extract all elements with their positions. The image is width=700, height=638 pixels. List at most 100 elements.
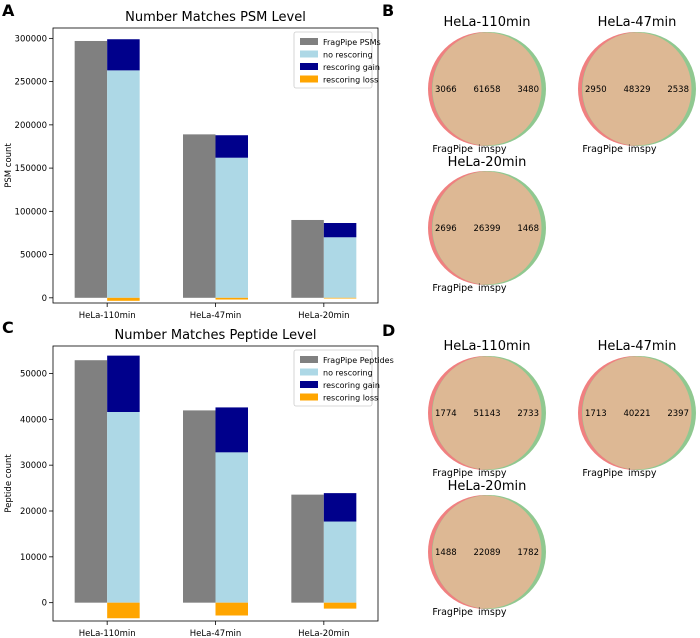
bar-rescoring-loss bbox=[107, 602, 140, 619]
x-tick-label: HeLa-20min bbox=[298, 629, 349, 638]
bar-rescoring-gain bbox=[107, 39, 140, 71]
bar-no-rescoring bbox=[107, 70, 140, 298]
chart-title: Number Matches PSM Level bbox=[125, 10, 306, 25]
venn-count-overlap: 22089 bbox=[473, 548, 500, 558]
y-tick-label: 100000 bbox=[15, 207, 47, 217]
venn-d-hela-20min: HeLa-20min 1488 22089 1782 FragPipe imspy bbox=[428, 479, 546, 618]
x-tick-label: HeLa-110min bbox=[79, 311, 136, 321]
venn-count-overlap: 48329 bbox=[623, 85, 650, 95]
peptide-chart: Number Matches Peptide Level HeLa-110min H… bbox=[4, 328, 394, 638]
venn-overlap bbox=[582, 356, 692, 470]
venn-overlap bbox=[432, 356, 542, 470]
legend-swatch bbox=[300, 356, 318, 363]
legend-swatch bbox=[300, 50, 318, 58]
venn-overlap bbox=[432, 495, 542, 609]
venn-title: HeLa-110min bbox=[443, 339, 530, 354]
legend-label: no rescoring bbox=[323, 51, 373, 60]
bar-no-rescoring bbox=[323, 237, 357, 298]
legend-label: rescoring loss bbox=[323, 76, 378, 85]
y-tick-label: 20000 bbox=[20, 507, 47, 517]
y-tick-label: 50000 bbox=[20, 251, 47, 261]
legend-swatch bbox=[300, 368, 318, 376]
legend-box bbox=[293, 349, 373, 407]
venn-label-fragpipe: FragPipe bbox=[432, 607, 473, 618]
y-axis-label: Peptide count bbox=[4, 454, 14, 513]
venn-overlap bbox=[582, 32, 692, 146]
venn-title: HeLa-47min bbox=[598, 339, 677, 354]
venn-count-overlap: 40221 bbox=[623, 409, 650, 419]
x-tick-label: HeLa-47min bbox=[190, 629, 241, 638]
plot-frame bbox=[52, 27, 379, 304]
venn-b-hela-110min: HeLa-110min 3066 61658 3480 FragPipe imspy bbox=[428, 15, 546, 155]
venn-label-imspy: imspy bbox=[478, 468, 507, 479]
bar-rescoring-gain bbox=[107, 355, 140, 412]
bar-rescoring-loss bbox=[323, 297, 357, 299]
legend-box bbox=[293, 31, 373, 89]
legend-label: no rescoring bbox=[323, 369, 373, 378]
bar-rescoring-gain bbox=[215, 407, 248, 453]
legend-label: FragPipe PSMs bbox=[323, 38, 381, 47]
bar-rescoring-gain bbox=[323, 493, 357, 522]
y-tick-label: 0 bbox=[42, 599, 47, 609]
x-tick-label: HeLa-110min bbox=[79, 629, 136, 638]
venn-d-hela-47min: HeLa-47min 1713 40221 2397 FragPipe imspy bbox=[578, 339, 696, 479]
panel-letter-a: A bbox=[2, 1, 15, 20]
venn-overlap bbox=[432, 171, 542, 285]
venn-title: HeLa-110min bbox=[443, 15, 530, 30]
bar-no-rescoring bbox=[323, 521, 357, 603]
panel-letter-c: C bbox=[2, 318, 14, 337]
venn-count-overlap: 26399 bbox=[473, 224, 500, 234]
venn-count-fragpipe-only: 3066 bbox=[435, 85, 457, 95]
x-tick-label: HeLa-20min bbox=[298, 311, 349, 321]
legend-swatch bbox=[300, 75, 318, 83]
y-tick-label: 50000 bbox=[20, 370, 47, 380]
venn-count-fragpipe-only: 1488 bbox=[435, 548, 457, 558]
venn-count-fragpipe-only: 2950 bbox=[585, 85, 607, 95]
bar-no-rescoring bbox=[107, 412, 140, 603]
venn-count-imspy-only: 2538 bbox=[667, 85, 689, 95]
bar-rescoring-loss bbox=[323, 602, 357, 609]
bar-fragpipe bbox=[74, 360, 108, 603]
venn-title: HeLa-20min bbox=[448, 479, 527, 494]
plot-frame bbox=[52, 345, 379, 622]
bar-rescoring-loss bbox=[215, 602, 248, 616]
legend-label: rescoring loss bbox=[323, 394, 378, 403]
venn-title: HeLa-20min bbox=[448, 155, 527, 170]
bar-rescoring-loss bbox=[215, 297, 248, 300]
venn-count-imspy-only: 2397 bbox=[667, 409, 689, 419]
y-tick-label: 300000 bbox=[15, 34, 47, 44]
venn-title: HeLa-47min bbox=[598, 15, 677, 30]
bar-fragpipe bbox=[183, 410, 216, 603]
chart-title: Number Matches Peptide Level bbox=[115, 328, 317, 343]
bar-fragpipe bbox=[291, 494, 324, 603]
y-tick-label: 10000 bbox=[20, 553, 47, 563]
y-tick-label: 250000 bbox=[15, 78, 47, 88]
legend-swatch bbox=[300, 63, 318, 70]
venn-label-imspy: imspy bbox=[628, 144, 657, 155]
venn-label-imspy: imspy bbox=[478, 283, 507, 294]
y-tick-label: 200000 bbox=[15, 121, 47, 131]
psm-chart: Number Matches PSM Level HeLa-110min HeLa-… bbox=[4, 10, 381, 321]
legend-swatch bbox=[300, 38, 318, 45]
venn-label-fragpipe: FragPipe bbox=[432, 468, 473, 479]
venn-label-imspy: imspy bbox=[478, 144, 507, 155]
legend-label: rescoring gain bbox=[323, 63, 380, 72]
venn-d-hela-110min: HeLa-110min 1774 51143 2733 FragPipe imspy bbox=[428, 339, 546, 479]
venn-label-fragpipe: FragPipe bbox=[432, 283, 473, 294]
panel-letter-d: D bbox=[382, 321, 395, 340]
legend-swatch bbox=[300, 393, 318, 401]
y-tick-label: 150000 bbox=[15, 164, 47, 174]
venn-b-hela-20min: HeLa-20min 2696 26399 1468 FragPipe imspy bbox=[428, 155, 546, 294]
y-tick-label: 0 bbox=[42, 294, 47, 304]
venn-label-imspy: imspy bbox=[478, 607, 507, 618]
legend-label: FragPipe Peptides bbox=[323, 356, 394, 365]
venn-label-fragpipe: FragPipe bbox=[582, 468, 623, 479]
venn-count-imspy-only: 1782 bbox=[517, 548, 539, 558]
bar-fragpipe bbox=[183, 134, 216, 298]
venn-count-fragpipe-only: 1774 bbox=[435, 409, 457, 419]
x-tick-label: HeLa-47min bbox=[190, 311, 241, 321]
venn-count-imspy-only: 2733 bbox=[517, 409, 539, 419]
bar-no-rescoring bbox=[215, 452, 248, 603]
venn-count-imspy-only: 3480 bbox=[517, 85, 539, 95]
